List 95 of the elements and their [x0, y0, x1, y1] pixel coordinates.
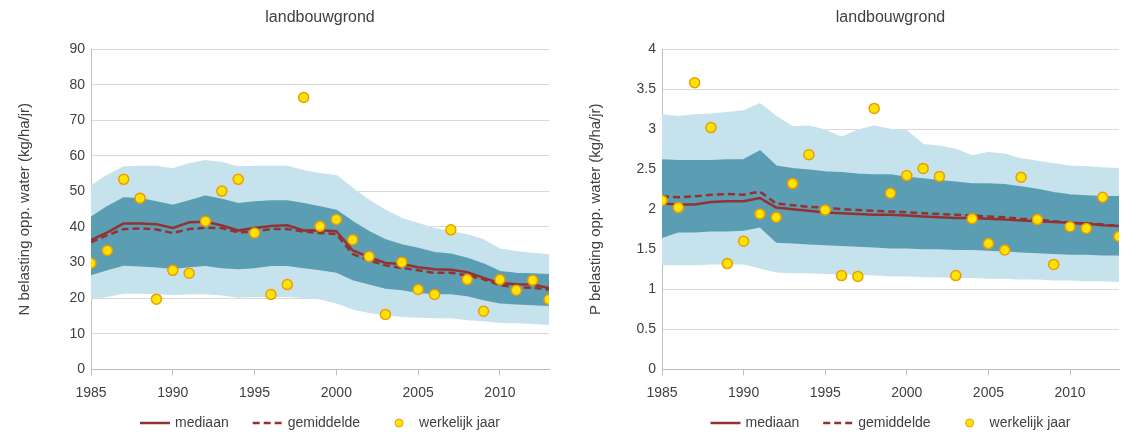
x-tick-label: 2010	[484, 384, 516, 401]
y-tick-label: 70	[69, 111, 86, 128]
point	[966, 213, 978, 225]
point	[494, 273, 506, 286]
point	[721, 257, 734, 270]
point	[281, 278, 294, 291]
point	[526, 274, 539, 287]
point	[933, 170, 946, 183]
point	[786, 177, 799, 190]
point	[737, 235, 750, 247]
legend-label: werkelijk jaar	[418, 413, 501, 430]
legend-label: mediaan	[745, 413, 800, 430]
x-tick-label: 2010	[1054, 384, 1086, 401]
y-tick-label: 50	[69, 182, 86, 199]
y-tick-label: 3.5	[636, 80, 657, 97]
point	[754, 208, 766, 220]
point	[101, 244, 114, 257]
point	[330, 213, 343, 226]
point	[363, 250, 375, 263]
y-tick-label: 3	[648, 120, 657, 137]
point	[1080, 222, 1093, 235]
point	[852, 270, 864, 283]
legend-label: gemiddelde	[858, 413, 931, 430]
point	[346, 234, 359, 246]
point	[477, 305, 490, 317]
legend-label: werkelijk jaar	[988, 413, 1071, 430]
x-tick-label: 1985	[75, 384, 107, 401]
point	[265, 288, 277, 301]
y-axis-title: P belasting opp. water (kg/ha/jr)	[586, 103, 604, 315]
point	[835, 269, 848, 282]
point	[199, 215, 212, 228]
point	[396, 256, 408, 268]
point	[150, 293, 163, 305]
point	[901, 169, 913, 182]
x-tick-label: 1990	[728, 384, 760, 401]
point	[379, 308, 392, 321]
point	[917, 162, 929, 175]
y-tick-label: 10	[69, 324, 86, 341]
chart-title: landbouwgrond	[265, 8, 375, 26]
point	[1015, 171, 1027, 183]
point	[314, 220, 326, 233]
y-tick-label: 0	[77, 360, 86, 377]
point	[297, 91, 310, 104]
y-tick-label: 2	[648, 200, 657, 217]
y-tick-label: 20	[69, 288, 86, 305]
chart-title: landbouwgrond	[835, 8, 946, 26]
y-tick-label: 40	[69, 217, 86, 234]
point	[510, 284, 523, 297]
y-tick-label: 90	[69, 40, 86, 57]
point	[688, 77, 701, 89]
point	[982, 237, 995, 250]
legend-label: gemiddelde	[287, 413, 361, 430]
point	[999, 244, 1011, 256]
x-tick-label: 1985	[646, 384, 678, 401]
legend-label: mediaan	[175, 413, 229, 430]
point	[117, 173, 130, 186]
y-tick-label: 0.5	[636, 320, 657, 337]
point	[461, 273, 473, 286]
y-tick-label: 0	[648, 360, 657, 377]
y-axis-title: N belasting opp. water (kg/ha/jr)	[15, 102, 33, 316]
point	[1064, 221, 1076, 233]
point	[167, 264, 179, 277]
x-tick-label: 1995	[238, 384, 271, 401]
point	[1096, 191, 1109, 203]
x-tick-label: 2000	[891, 384, 923, 401]
point	[412, 283, 424, 296]
point	[1031, 213, 1044, 226]
x-tick-label: 1990	[157, 384, 189, 401]
point	[950, 269, 962, 282]
point	[868, 102, 880, 115]
point	[770, 211, 782, 223]
point	[803, 149, 815, 161]
y-tick-label: 1.5	[636, 240, 657, 257]
y-tick-label: 1	[648, 280, 657, 297]
point	[428, 288, 441, 301]
point	[134, 192, 146, 204]
point	[248, 227, 261, 239]
y-tick-label: 60	[69, 146, 86, 163]
y-tick-label: 4	[648, 40, 657, 57]
x-tick-label: 1995	[809, 384, 841, 401]
y-tick-label: 30	[69, 253, 86, 270]
point	[884, 187, 897, 199]
x-tick-label: 2005	[402, 384, 434, 401]
point	[1047, 258, 1060, 271]
x-tick-label: 2000	[320, 384, 353, 401]
point	[232, 173, 244, 186]
point	[672, 201, 685, 214]
x-tick-label: 2005	[972, 384, 1005, 401]
y-tick-label: 80	[69, 75, 86, 92]
point	[183, 267, 195, 279]
y-tick-label: 2.5	[636, 160, 657, 177]
point	[445, 224, 457, 236]
point	[705, 121, 717, 134]
point	[819, 204, 831, 216]
point	[216, 185, 228, 197]
